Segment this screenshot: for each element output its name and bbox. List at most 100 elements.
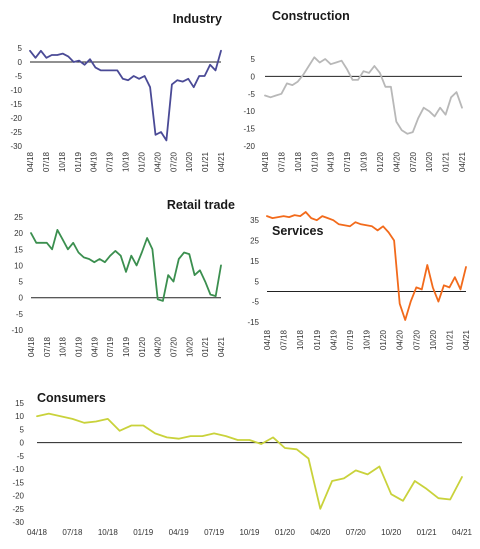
x-tick-label: 10/20 [185, 151, 194, 172]
x-tick-label: 01/21 [201, 151, 210, 172]
x-tick-label: 01/21 [417, 528, 438, 537]
series-line [264, 56, 463, 135]
x-tick-label: 07/18 [280, 329, 289, 350]
x-tick-label: 10/20 [381, 528, 402, 537]
x-tick-label: 01/21 [442, 151, 451, 172]
chart-construction: Construction 5 0 -5 -10 -15 -20 04/18 07/18 10/1… [243, 9, 467, 172]
series-line [30, 228, 222, 302]
x-tick-label: 01/20 [376, 151, 385, 172]
x-tick-label: 07/19 [204, 528, 225, 537]
x-tick-label: 04/18 [261, 151, 270, 172]
x-tick-label: 07/18 [43, 336, 52, 357]
x-tick-label: 10/18 [59, 336, 68, 357]
y-tick-label: 25 [250, 237, 259, 246]
x-tick-label: 04/21 [462, 329, 471, 350]
x-tick-label: 01/19 [133, 528, 154, 537]
x-tick-label: 01/19 [75, 336, 84, 357]
chart-industry: Industry 5 0 -5 -10 -15 -20 -25 -30 04/18 07/18 10… [10, 12, 226, 172]
y-tick-label: -10 [12, 465, 24, 474]
x-tick-label: 01/19 [310, 151, 319, 172]
y-tick-label: 0 [20, 439, 25, 448]
x-tick-label: 04/19 [169, 528, 190, 537]
x-tick-label: 04/20 [392, 151, 401, 172]
x-tick-label: 01/20 [379, 329, 388, 350]
chart-services: Services 35 25 15 5 -5 -15 04/18 07/18 10/18 01/1… [247, 211, 471, 350]
x-tick-label: 07/18 [42, 151, 51, 172]
x-tick-label: 10/19 [122, 151, 131, 172]
y-tick-label: 20 [14, 229, 23, 238]
x-tick-label: 07/20 [170, 336, 179, 357]
x-tick-label: 07/20 [409, 151, 418, 172]
chart-title-retail-trade: Retail trade [167, 198, 235, 212]
y-tick-label: -25 [10, 128, 22, 137]
x-tick-label: 04/21 [452, 528, 473, 537]
x-tick-label: 07/20 [346, 528, 367, 537]
y-tick-label: -15 [12, 478, 24, 487]
x-tick-label: 04/21 [217, 336, 226, 357]
x-tick-label: 01/20 [138, 336, 147, 357]
y-tick-label: 5 [18, 44, 23, 53]
y-tick-label: -15 [10, 100, 22, 109]
y-tick-label: 25 [14, 213, 23, 222]
y-tick-label: -15 [247, 318, 259, 327]
y-tick-label: 0 [251, 72, 256, 81]
x-tick-label: 04/19 [90, 336, 99, 357]
chart-title-construction: Construction [272, 9, 350, 23]
y-tick-label: 0 [19, 294, 24, 303]
y-tick-label: 5 [255, 277, 260, 286]
y-tick-label: -20 [243, 142, 255, 151]
series-line [29, 49, 222, 142]
x-tick-label: 04/20 [154, 336, 163, 357]
x-tick-label: 01/21 [445, 329, 454, 350]
y-tick-label: -30 [10, 142, 22, 151]
x-tick-label: 07/18 [277, 151, 286, 172]
y-tick-label: 0 [18, 58, 23, 67]
y-tick-label: -25 [12, 505, 24, 514]
y-tick-label: -5 [252, 298, 260, 307]
y-tick-label: -15 [243, 125, 255, 134]
x-tick-label: 01/19 [313, 329, 322, 350]
y-tick-label: -5 [16, 310, 24, 319]
y-tick-label: 10 [14, 261, 23, 270]
y-tick-label: 10 [15, 412, 24, 421]
x-tick-label: 07/19 [346, 329, 355, 350]
series-line [36, 412, 463, 510]
y-tick-label: 15 [250, 257, 259, 266]
y-tick-label: -20 [10, 114, 22, 123]
x-tick-label: 01/21 [201, 336, 210, 357]
x-tick-label: 04/18 [27, 336, 36, 357]
x-tick-label: 01/20 [275, 528, 296, 537]
y-tick-label: 15 [15, 399, 24, 408]
x-tick-label: 10/18 [294, 151, 303, 172]
x-tick-label: 04/20 [396, 329, 405, 350]
x-tick-label: 10/19 [239, 528, 260, 537]
x-tick-label: 07/18 [62, 528, 83, 537]
x-tick-label: 07/20 [169, 151, 178, 172]
x-tick-label: 10/18 [58, 151, 67, 172]
x-tick-label: 10/20 [429, 329, 438, 350]
x-tick-label: 04/18 [27, 528, 48, 537]
y-tick-label: -30 [12, 518, 24, 527]
x-tick-label: 04/19 [327, 151, 336, 172]
x-tick-label: 04/19 [329, 329, 338, 350]
x-tick-label: 04/18 [263, 329, 272, 350]
x-tick-label: 10/18 [296, 329, 305, 350]
x-tick-label: 04/21 [458, 151, 467, 172]
y-tick-label: -10 [10, 86, 22, 95]
y-tick-label: -5 [15, 72, 23, 81]
x-tick-label: 10/20 [185, 336, 194, 357]
y-tick-label: -10 [243, 107, 255, 116]
x-tick-label: 07/19 [343, 151, 352, 172]
x-tick-label: 10/20 [425, 151, 434, 172]
x-tick-label: 07/19 [106, 151, 115, 172]
chart-title-services: Services [272, 224, 323, 238]
chart-title-industry: Industry [173, 12, 222, 26]
x-tick-label: 10/19 [122, 336, 131, 357]
y-tick-label: 15 [14, 245, 23, 254]
x-tick-label: 10/19 [360, 151, 369, 172]
y-tick-label: 5 [19, 278, 24, 287]
x-tick-label: 01/20 [137, 151, 146, 172]
y-tick-label: 35 [250, 216, 259, 225]
